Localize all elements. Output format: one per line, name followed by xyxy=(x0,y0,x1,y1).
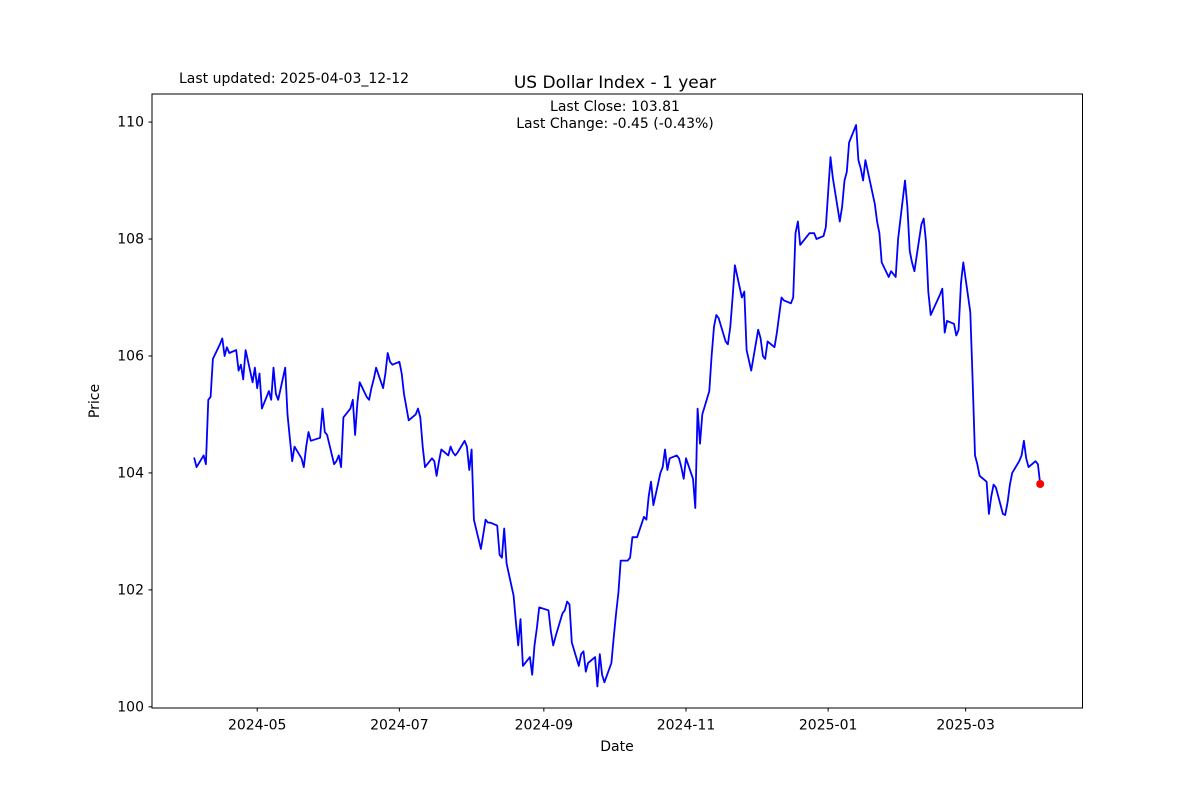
chart-title: US Dollar Index - 1 year xyxy=(514,73,716,93)
y-tick-label: 100 xyxy=(117,699,144,715)
last-close-text: Last Close: 103.81 xyxy=(550,99,680,115)
y-tick-label: 102 xyxy=(117,582,144,598)
x-tick-label: 2024-09 xyxy=(515,718,574,734)
x-tick-label: 2024-07 xyxy=(370,718,429,734)
y-tick-label: 108 xyxy=(117,232,144,248)
last-updated-text: Last updated: 2025-04-03_12-12 xyxy=(179,71,409,87)
axis-ticks: 100 102 104 106 108 110 2024-05 2024-07 2024-09 2… xyxy=(117,115,995,734)
price-line xyxy=(193,124,1042,688)
y-tick-label: 110 xyxy=(117,115,144,131)
x-tick-label: 2024-05 xyxy=(228,718,287,734)
y-tick-label: 106 xyxy=(117,348,144,364)
plot-border xyxy=(151,93,1083,709)
x-tick-label: 2025-03 xyxy=(936,718,995,734)
x-tick-label: 2024-11 xyxy=(657,718,716,734)
last-change-text: Last Change: -0.45 (-0.43%) xyxy=(516,116,714,132)
y-axis-label: Price xyxy=(87,384,103,418)
last-close-marker xyxy=(1036,480,1045,488)
x-tick-label: 2025-01 xyxy=(799,718,858,734)
y-tick-label: 104 xyxy=(117,465,144,481)
x-axis-label: Date xyxy=(600,739,633,755)
